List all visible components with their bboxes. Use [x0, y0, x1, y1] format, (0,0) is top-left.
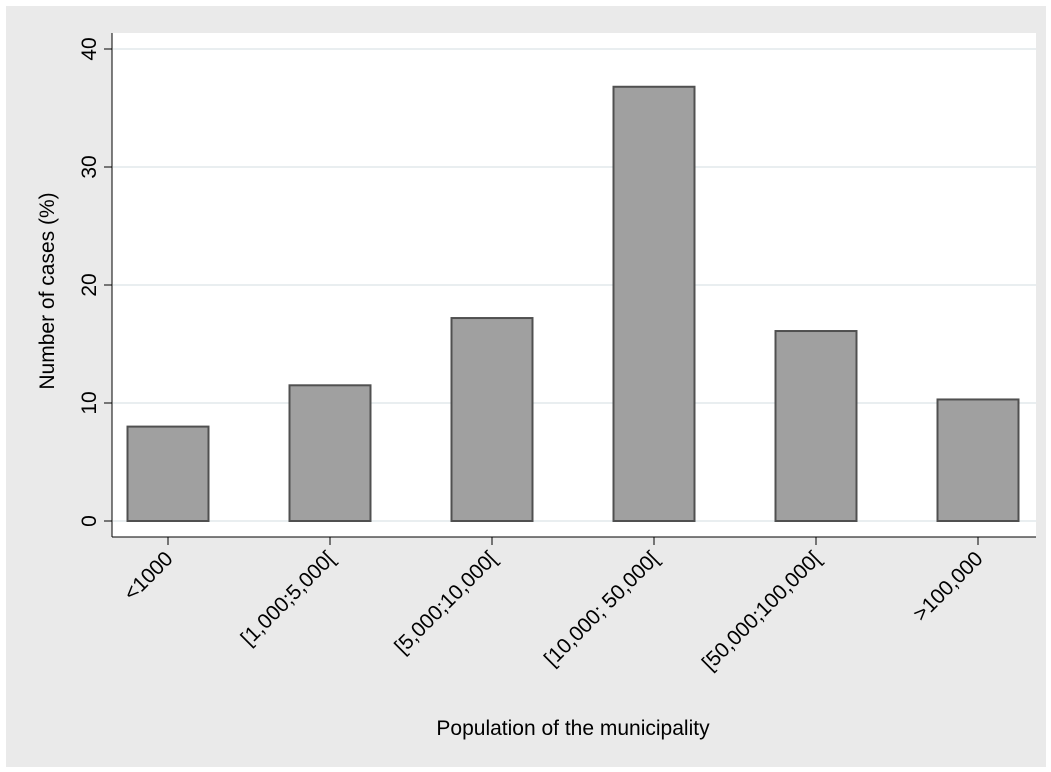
x-axis-label: Population of the municipality: [436, 717, 710, 740]
x-tick-label: [50,000;100,000[: [698, 547, 826, 675]
x-tick-label: [1,000;5,000[: [237, 547, 340, 650]
y-axis-label: Number of cases (%): [36, 192, 59, 389]
gridlines: [113, 48, 1036, 522]
y-tick-label: 40: [78, 37, 101, 60]
y-tick-label: 30: [78, 155, 101, 178]
bar: [288, 384, 372, 522]
chart-figure: 0 10 20 30 40 <1000 [1,000;5,000[ [5,000;10,00…: [6, 6, 1046, 767]
bar: [126, 425, 210, 523]
bar: [774, 330, 858, 522]
y-tick-label: 0: [78, 515, 101, 527]
bar: [450, 317, 534, 523]
bars: [126, 85, 1020, 523]
x-ticks: <1000 [1,000;5,000[ [5,000;10,000[ [10,000;…: [120, 537, 988, 675]
bar: [936, 398, 1020, 522]
x-tick-label: <1000: [120, 547, 178, 605]
y-ticks: 0 10 20 30 40: [78, 37, 112, 527]
x-tick-label: [10,000; 50,000[: [540, 547, 664, 671]
x-tick-label: [5,000;10,000[: [390, 547, 501, 658]
y-tick-label: 10: [78, 391, 101, 414]
x-tick-label: >100,000: [909, 547, 988, 626]
y-tick-label: 20: [78, 273, 101, 296]
bar: [612, 85, 696, 522]
bar-chart: 0 10 20 30 40 <1000 [1,000;5,000[ [5,000;10,00…: [36, 33, 1036, 740]
